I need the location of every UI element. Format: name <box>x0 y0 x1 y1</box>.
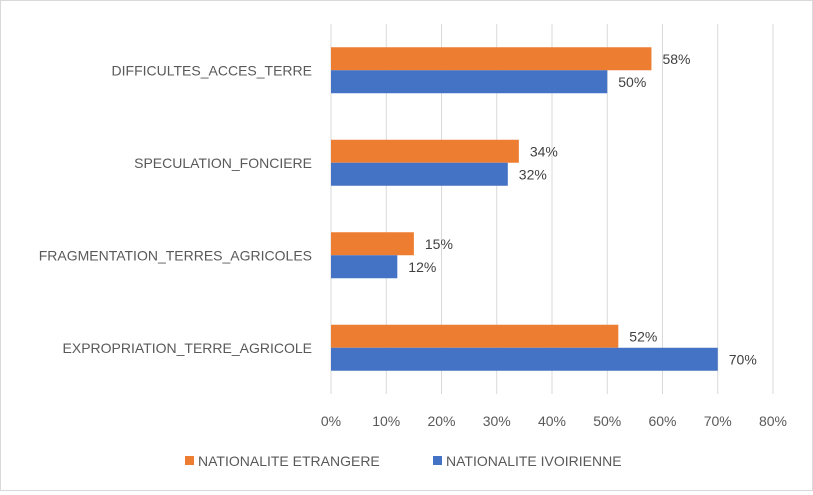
data-label: 15% <box>425 236 453 252</box>
data-label: 34% <box>530 143 558 159</box>
data-label: 52% <box>629 328 657 344</box>
legend-swatch <box>433 456 442 465</box>
x-tick-label: 50% <box>593 413 621 429</box>
data-label: 12% <box>408 259 436 275</box>
bar-ivoirienne <box>331 70 608 94</box>
x-tick-label: 40% <box>538 413 566 429</box>
x-tick-label: 20% <box>427 413 455 429</box>
bar-ivoirienne <box>331 162 508 186</box>
legend-swatch <box>185 456 194 465</box>
data-label: 50% <box>618 74 646 90</box>
bar-etrangere <box>331 232 414 256</box>
bar-ivoirienne <box>331 347 718 371</box>
category-label: DIFFICULTES_ACCES_TERRE <box>112 62 312 78</box>
legend-label: NATIONALITE IVOIRIENNE <box>446 453 622 469</box>
bar-etrangere <box>331 47 652 71</box>
bar-etrangere <box>331 139 519 163</box>
x-tick-label: 10% <box>372 413 400 429</box>
data-label: 70% <box>729 351 757 367</box>
category-label: EXPROPRIATION_TERRE_AGRICOLE <box>63 340 312 356</box>
x-tick-label: 80% <box>759 413 787 429</box>
bar-ivoirienne <box>331 255 398 279</box>
category-label: SPECULATION_FONCIERE <box>134 155 312 171</box>
data-label: 58% <box>662 51 690 67</box>
x-tick-label: 60% <box>648 413 676 429</box>
category-label: FRAGMENTATION_TERRES_AGRICOLES <box>39 247 312 263</box>
data-label: 32% <box>519 166 547 182</box>
x-tick-label: 30% <box>483 413 511 429</box>
legend-label: NATIONALITE ETRANGERE <box>198 453 380 469</box>
x-tick-label: 70% <box>704 413 732 429</box>
x-tick-label: 0% <box>321 413 341 429</box>
bar-etrangere <box>331 324 619 348</box>
